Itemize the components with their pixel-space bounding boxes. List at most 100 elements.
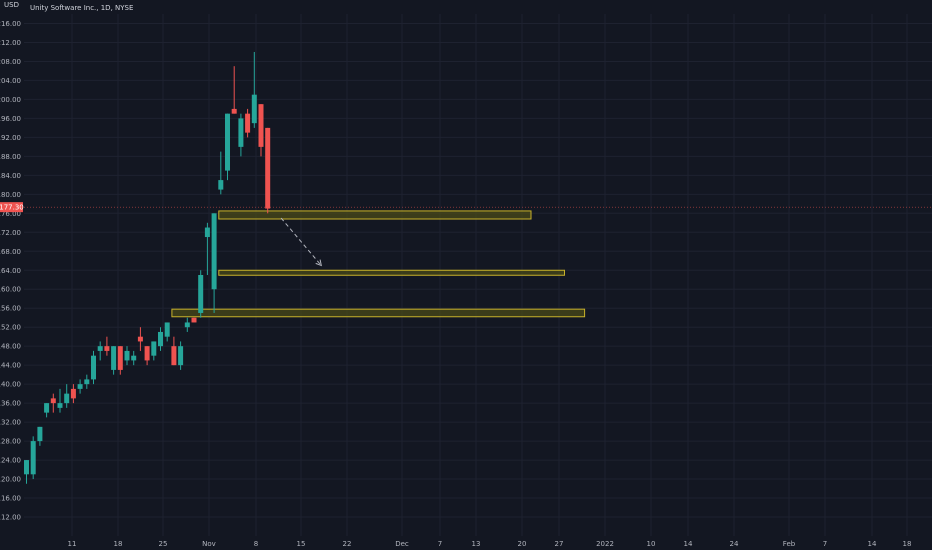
- price-tick-label: 168.00: [0, 248, 21, 256]
- candle-down: [104, 346, 110, 351]
- time-tick-label: Feb: [783, 540, 796, 548]
- price-tick-label: 132.00: [0, 419, 21, 427]
- candle-down: [117, 346, 123, 370]
- candle-up: [37, 426, 43, 442]
- candle-down: [70, 388, 76, 399]
- candle-down: [137, 336, 143, 342]
- candle-up: [24, 460, 29, 475]
- candle-up: [198, 275, 204, 313]
- candle-up: [84, 379, 90, 385]
- price-tick-label: 152.00: [0, 324, 21, 332]
- candle-up: [91, 355, 96, 380]
- price-tick-label: 216.00: [0, 20, 21, 28]
- currency-label: USD: [4, 1, 19, 9]
- time-tick-label: 8: [254, 540, 258, 548]
- time-tick-label: 13: [472, 540, 481, 548]
- candle-down: [191, 317, 197, 323]
- time-tick-label: 14: [868, 540, 877, 548]
- candle-up: [164, 322, 170, 337]
- time-axis[interactable]: 11 18 25 Nov 8 15 22 Dec 7 13 20 27 2022 10 14 24 Feb 7 14…: [68, 540, 912, 548]
- price-tick-label: 124.00: [0, 457, 21, 465]
- candle-up: [111, 346, 117, 370]
- price-tick-label: 164.00: [0, 267, 21, 275]
- support-zone[interactable]: [218, 210, 532, 220]
- candles-group: [24, 51, 271, 484]
- price-tick-label: 180.00: [0, 191, 21, 199]
- price-tick-label: 136.00: [0, 400, 21, 408]
- price-tick-label: 128.00: [0, 438, 21, 446]
- price-tick-label: 212.00: [0, 39, 21, 47]
- time-tick-label: 14: [684, 540, 693, 548]
- time-tick-label: 7: [438, 540, 442, 548]
- time-tick-label: 15: [297, 540, 306, 548]
- time-tick-label: 11: [68, 540, 77, 548]
- support-zones[interactable]: [171, 210, 586, 318]
- time-tick-label: 18: [114, 540, 123, 548]
- price-tick-label: 176.00: [0, 210, 21, 218]
- price-tick-label: 140.00: [0, 381, 21, 389]
- price-tick-label: 116.00: [0, 495, 21, 503]
- projection-arrow-head: [315, 259, 322, 267]
- candle-up: [225, 113, 230, 171]
- price-tick-label: 196.00: [0, 115, 21, 123]
- current-price-tag-bg: [0, 202, 23, 213]
- time-tick-label: Nov: [202, 540, 216, 548]
- price-tick-label: 112.00: [0, 514, 21, 522]
- time-tick-label: 22: [343, 540, 352, 548]
- candle-up: [64, 393, 70, 404]
- candle-up: [151, 341, 157, 356]
- candle-up: [30, 441, 36, 475]
- candle-up: [131, 355, 137, 361]
- candle-down: [258, 104, 264, 147]
- candle-up: [204, 227, 210, 238]
- price-tick-label: 184.00: [0, 172, 21, 180]
- current-price-tag-text: 177.30: [0, 204, 24, 212]
- candle-up: [44, 403, 50, 413]
- price-tick-label: 208.00: [0, 58, 21, 66]
- time-tick-label: 2022: [596, 540, 614, 548]
- candle-up: [211, 213, 217, 290]
- price-tick-label: 144.00: [0, 362, 21, 370]
- candle-up: [238, 118, 244, 147]
- support-zone[interactable]: [171, 308, 586, 318]
- candle-up: [57, 403, 63, 408]
- candle-up: [251, 94, 257, 124]
- current-price-tag: 177.30: [0, 202, 24, 213]
- candle-up: [124, 350, 130, 361]
- price-tick-label: 148.00: [0, 343, 21, 351]
- price-tick-label: 172.00: [0, 229, 21, 237]
- price-tick-label: 200.00: [0, 96, 21, 104]
- candle-down: [265, 127, 271, 209]
- candle-down: [171, 346, 177, 366]
- candle-up: [178, 346, 184, 366]
- price-tick-label: 160.00: [0, 286, 21, 294]
- time-tick-label: 20: [518, 540, 527, 548]
- candle-down: [245, 113, 251, 133]
- price-tick-label: 120.00: [0, 476, 21, 484]
- price-tick-label: 192.00: [0, 134, 21, 142]
- candle-down: [231, 108, 237, 114]
- time-tick-label: 10: [647, 540, 656, 548]
- candle-up: [77, 384, 83, 389]
- support-zone[interactable]: [218, 269, 566, 276]
- candle-up: [218, 180, 224, 190]
- price-tick-label: 204.00: [0, 77, 21, 85]
- time-tick-label: 18: [903, 540, 912, 548]
- price-axis[interactable]: 112.00 116.00 120.00 124.00 128.00 132.00 136.…: [0, 20, 21, 522]
- candle-down: [144, 346, 150, 361]
- price-tick-label: 156.00: [0, 305, 21, 313]
- time-tick-label: 7: [823, 540, 827, 548]
- time-tick-label: 27: [555, 540, 564, 548]
- time-tick-label: Dec: [395, 540, 409, 548]
- price-tick-label: 188.00: [0, 153, 21, 161]
- candle-up: [97, 346, 103, 351]
- candle-up: [184, 322, 190, 328]
- chart-title: Unity Software Inc., 1D, NYSE: [30, 4, 133, 12]
- projection-arrow[interactable]: [280, 217, 322, 267]
- candle-up: [158, 331, 163, 347]
- time-tick-label: 24: [730, 540, 739, 548]
- time-tick-label: 25: [159, 540, 168, 548]
- projection-arrow-shaft: [280, 217, 322, 266]
